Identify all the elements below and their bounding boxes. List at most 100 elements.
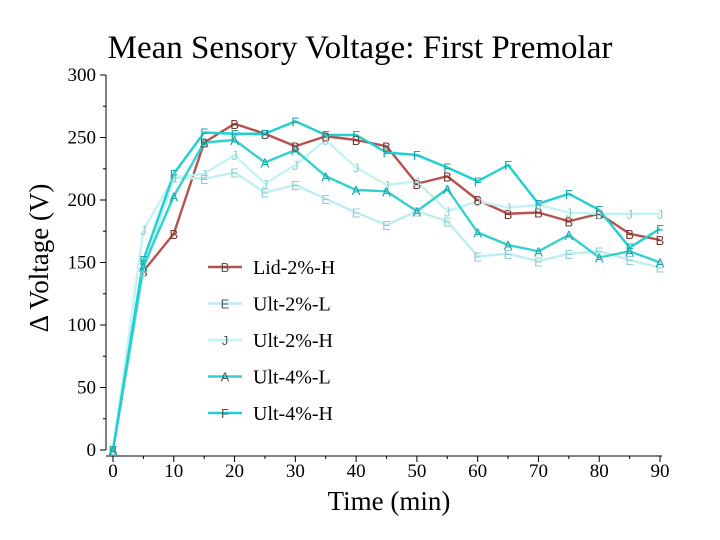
data-point: J (140, 223, 147, 238)
series-line-Ult-2%-H (111, 138, 660, 451)
data-point: A (656, 256, 665, 271)
data-point: J (262, 177, 269, 192)
data-point: B (413, 177, 422, 192)
data-point: B (291, 139, 300, 154)
x-tick-label: 50 (407, 461, 426, 482)
data-point: J (201, 167, 208, 182)
data-point: F (200, 126, 208, 141)
data-point: J (322, 133, 329, 148)
axes: 0 50 100 150 200 250 300 0 10 20 30 40 50 60 70 80 90 (68, 65, 670, 482)
x-tick-label: 0 (108, 461, 118, 482)
data-point: E (443, 214, 452, 229)
series-line-Ult-2%-L (111, 171, 661, 451)
data-point: B (656, 233, 665, 248)
data-point: E (352, 206, 361, 221)
data-point: A (382, 184, 391, 199)
data-point: A (230, 133, 239, 148)
series-lines (111, 120, 661, 451)
data-point: J (353, 161, 360, 176)
y-tick-label: 50 (77, 378, 96, 399)
data-point: A (534, 244, 543, 259)
data-point: F (443, 161, 451, 176)
data-point: F (474, 174, 482, 189)
legend-label: Lid-2%-H (253, 257, 335, 279)
data-point: A (443, 182, 452, 197)
data-point: E (564, 247, 573, 262)
data-point: E (656, 261, 665, 276)
data-point: A (169, 189, 178, 204)
data-point: J (596, 207, 603, 222)
data-point: A (200, 136, 209, 151)
data-point: A (109, 443, 118, 458)
data-point: F (109, 443, 117, 458)
data-point: A (261, 156, 270, 171)
data-point: A (625, 244, 634, 259)
data-point: F (504, 158, 512, 173)
data-point: J (474, 194, 481, 209)
legend-marker: F (221, 406, 229, 421)
data-point: E (595, 244, 604, 259)
data-point: J (626, 207, 633, 222)
legend-label: Ult-4%-H (253, 403, 333, 425)
data-point: E (473, 249, 482, 264)
x-axis-label: Time (min) (328, 486, 451, 516)
data-point: J (171, 171, 178, 186)
legend-label: Ult-2%-L (253, 294, 331, 316)
x-tick-label: 70 (529, 461, 548, 482)
data-point: E (109, 443, 118, 458)
y-tick-label: 100 (68, 315, 97, 336)
data-point: E (382, 218, 391, 233)
series-line-Lid-2%-H (111, 122, 661, 451)
x-tick-label: 60 (468, 461, 487, 482)
data-point: B (625, 227, 634, 242)
data-point: A (473, 226, 482, 241)
data-point: E (169, 171, 178, 186)
data-point: B (261, 127, 270, 142)
data-point: B (200, 136, 209, 151)
data-point: J (657, 207, 664, 222)
data-point: B (321, 129, 330, 144)
data-point: B (443, 169, 452, 184)
x-tick-label: 90 (651, 461, 670, 482)
data-point: B (564, 214, 573, 229)
data-point: F (595, 203, 603, 218)
y-axis-label: Δ Voltage (V) (24, 184, 54, 333)
legend-label: Ult-4%-L (253, 367, 331, 389)
x-tick-label: 40 (347, 461, 366, 482)
legend-marker: J (222, 333, 229, 348)
data-point: F (170, 167, 178, 182)
data-point: B (109, 443, 118, 458)
legend-marker: B (221, 260, 230, 275)
data-point: A (564, 228, 573, 243)
data-point: A (413, 204, 422, 219)
data-point: A (291, 143, 300, 158)
data-point: E (291, 178, 300, 193)
data-point: J (414, 174, 421, 189)
data-point: B (473, 193, 482, 208)
data-point: A (595, 251, 604, 266)
data-point: J (505, 201, 512, 216)
data-point: F (413, 148, 421, 163)
data-point: A (352, 183, 361, 198)
data-point: F (139, 253, 147, 268)
data-point: B (595, 207, 604, 222)
data-point: B (504, 207, 513, 222)
data-point: B (382, 139, 391, 154)
data-point: J (383, 178, 390, 193)
data-point: A (321, 169, 330, 184)
legend: B Lid-2%-H E Ult-2%-L J Ult-2%-H A Ult-4%-L F Ult… (208, 257, 335, 425)
legend-marker: A (221, 370, 230, 385)
data-point: E (139, 264, 148, 279)
y-tick-label: 200 (68, 190, 97, 211)
data-point: F (231, 127, 239, 142)
data-point: B (352, 133, 361, 148)
data-point: E (321, 192, 330, 207)
data-point: J (292, 158, 299, 173)
data-point: E (200, 172, 209, 187)
y-tick-label: 150 (68, 253, 97, 274)
data-point: E (625, 253, 634, 268)
legend-label: Ult-2%-H (253, 330, 333, 352)
data-point: B (534, 206, 543, 221)
